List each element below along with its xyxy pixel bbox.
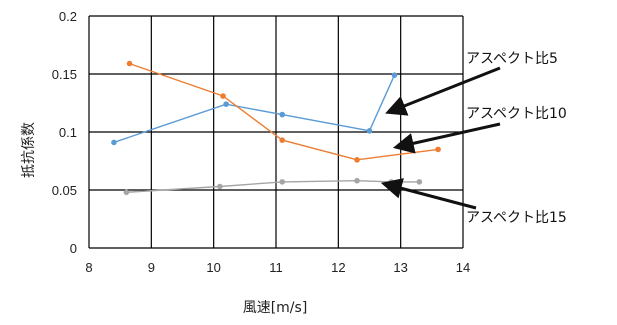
data-point	[279, 111, 286, 118]
y-tick-label: 0.2	[59, 9, 77, 24]
series-1	[111, 72, 398, 146]
x-tick-label: 12	[331, 260, 345, 275]
data-point	[126, 60, 133, 67]
data-point	[354, 177, 360, 184]
data-point	[366, 128, 373, 134]
data-point	[217, 183, 223, 190]
data-point	[416, 179, 423, 185]
tick-labels: 8 9 10 11 12 13 14 0 0.05 0.1 0.15 0.2	[52, 9, 471, 275]
annotation-arrow	[385, 66, 501, 116]
x-tick-label: 10	[206, 260, 220, 275]
data-point	[279, 179, 286, 185]
annotation-arrow	[392, 122, 501, 154]
series-3	[123, 177, 423, 196]
y-tick-label: 0.15	[52, 67, 77, 82]
y-tick-label: 0.1	[59, 125, 77, 140]
y-tick-label: 0	[70, 241, 77, 256]
annotation-label: アスペクト比10	[466, 106, 567, 122]
x-axis-label: 風速[m/s]	[243, 300, 308, 316]
data-point	[220, 93, 226, 99]
data-point	[354, 157, 360, 163]
annotation-label: アスペクト比5	[466, 51, 558, 67]
y-tick-label: 0.05	[52, 183, 77, 198]
data-point	[223, 101, 229, 107]
annotation-label: アスペクト比15	[466, 210, 567, 226]
series-2	[126, 60, 441, 163]
x-tick-label: 8	[85, 260, 92, 275]
data-point	[435, 146, 441, 153]
x-tick-label: 13	[393, 260, 407, 275]
data-point	[391, 72, 398, 78]
x-tick-label: 11	[269, 260, 283, 275]
data-point	[111, 139, 117, 146]
data-point	[279, 137, 286, 143]
data-point	[123, 189, 130, 196]
x-tick-label: 9	[148, 260, 155, 275]
x-tick-label: 14	[456, 260, 470, 275]
annotations: アスペクト比5 アスペクト比10 アスペクト比15	[380, 51, 567, 226]
y-axis-label: 抵抗係数	[21, 122, 37, 178]
annotation-arrow	[380, 178, 477, 210]
